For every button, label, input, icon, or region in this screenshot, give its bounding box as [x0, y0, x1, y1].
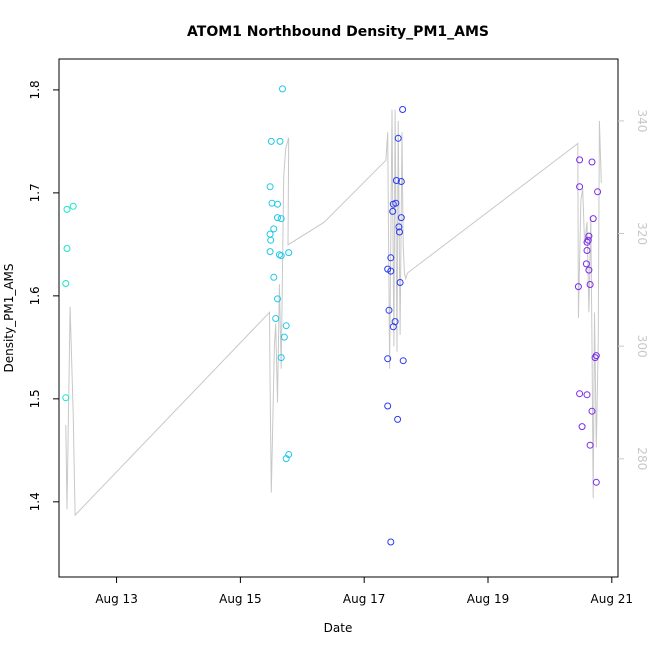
data-point	[582, 260, 590, 268]
data-point	[270, 225, 278, 233]
y-axis-title: Density_PM1_AMS	[2, 263, 16, 372]
data-point	[385, 306, 393, 314]
data-point	[389, 200, 397, 208]
data-point	[387, 538, 395, 546]
data-point	[266, 183, 274, 191]
y-axis-right: 280 300 320 340	[618, 109, 649, 470]
data-point	[268, 199, 276, 207]
data-point	[389, 323, 397, 331]
data-point	[594, 188, 602, 196]
x-tick-label: Aug 13	[95, 592, 138, 606]
data-point	[279, 85, 286, 93]
data-point	[583, 247, 591, 254]
data-point	[392, 177, 400, 184]
data-point	[276, 137, 284, 145]
y-tick-label: 1.7	[28, 183, 42, 202]
data-point	[395, 223, 403, 231]
data-point	[274, 295, 281, 303]
data-point	[399, 106, 407, 113]
data-point	[63, 205, 71, 213]
data-point	[588, 158, 596, 166]
data-point	[282, 322, 290, 330]
y-tick-label: 1.6	[28, 286, 42, 305]
data-point	[397, 178, 405, 185]
data-point	[396, 279, 404, 286]
data-point	[591, 354, 599, 362]
x-tick-label: Aug 19	[467, 592, 510, 606]
data-point	[282, 455, 290, 463]
data-point	[272, 315, 280, 322]
data-point	[277, 354, 285, 362]
data-point	[270, 273, 278, 281]
data-point	[576, 183, 584, 191]
data-point	[389, 207, 397, 215]
data-point	[397, 214, 405, 222]
plot-area	[62, 85, 602, 546]
data-point	[384, 402, 392, 410]
data-point	[578, 423, 586, 431]
plot-box	[58, 58, 619, 578]
y2-tick-label: 320	[635, 222, 649, 245]
data-point	[574, 283, 582, 291]
data-point	[576, 156, 584, 164]
data-point	[63, 245, 71, 252]
chart-title: ATOM1 Northbound Density_PM1_AMS	[187, 24, 489, 40]
data-point	[387, 254, 395, 262]
data-point	[586, 281, 594, 288]
data-point	[277, 215, 285, 223]
data-point	[576, 390, 584, 398]
y2-tick-label: 300	[635, 335, 649, 358]
data-point	[266, 230, 274, 238]
data-point	[394, 415, 402, 423]
x-tick-label: Aug 17	[343, 592, 386, 606]
data-point	[583, 391, 591, 399]
data-point	[266, 248, 274, 256]
data-point	[394, 134, 402, 142]
data-point	[592, 478, 600, 486]
data-point	[274, 200, 281, 208]
data-point	[384, 355, 392, 363]
data-point	[62, 394, 70, 402]
data-point	[586, 441, 594, 449]
y2-tick-label: 340	[635, 109, 649, 132]
line-series	[65, 109, 602, 517]
x-axis: Aug 13 Aug 15 Aug 17 Aug 19 Aug 21	[95, 577, 633, 606]
data-point	[585, 266, 593, 274]
data-point	[583, 238, 591, 246]
data-point	[280, 333, 288, 341]
data-point	[396, 228, 403, 236]
data-point	[589, 215, 597, 223]
data-point	[277, 252, 285, 260]
data-point	[285, 249, 293, 257]
data-point	[274, 214, 281, 222]
x-tick-label: Aug 15	[219, 592, 262, 606]
y-axis: 1.4 1.5 1.6 1.7 1.8	[28, 80, 59, 511]
y-tick-label: 1.5	[28, 389, 42, 408]
y2-tick-label: 280	[635, 447, 649, 470]
data-point	[399, 357, 407, 365]
data-point	[69, 202, 77, 210]
data-point	[62, 280, 70, 287]
y-tick-label: 1.4	[28, 492, 42, 511]
data-point	[588, 407, 596, 415]
data-point	[267, 137, 275, 145]
data-point	[387, 267, 395, 275]
x-axis-title: Date	[324, 621, 353, 635]
x-tick-label: Aug 21	[591, 592, 634, 606]
data-point	[267, 236, 275, 244]
data-point	[585, 232, 593, 240]
y-tick-label: 1.8	[28, 80, 42, 99]
